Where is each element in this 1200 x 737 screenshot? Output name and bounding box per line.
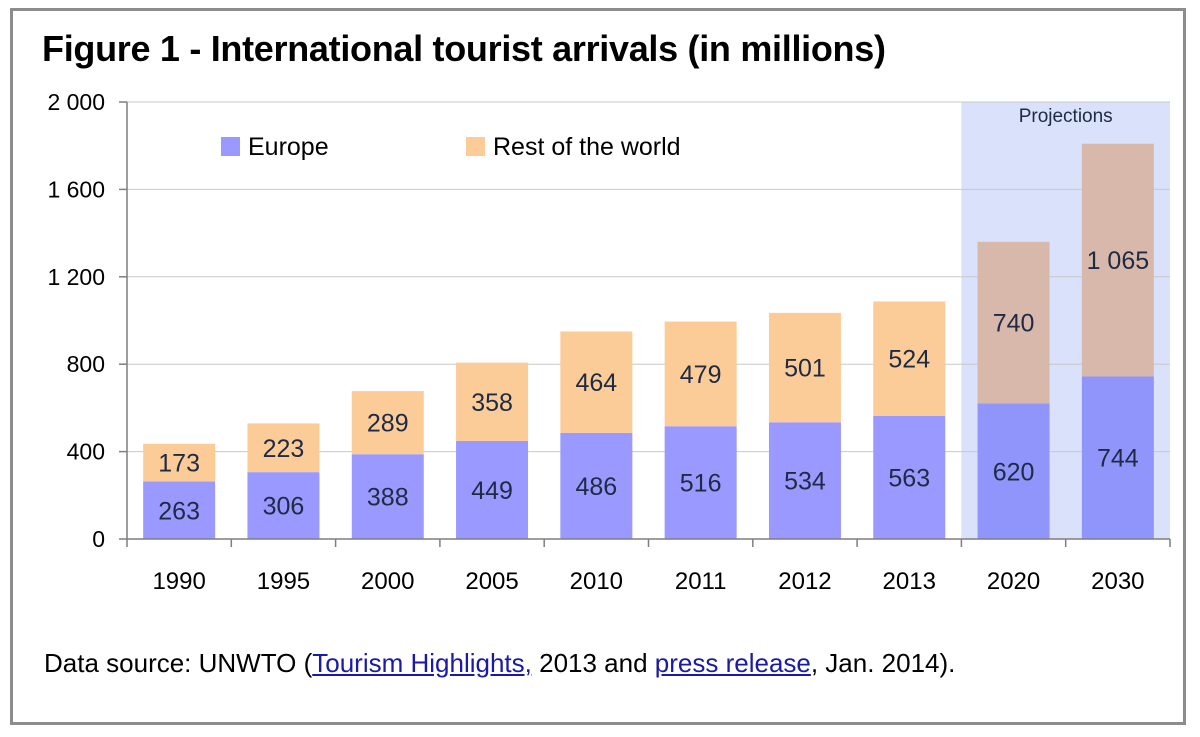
value-label-europe-2012: 534: [784, 468, 826, 496]
legend-swatch-rest: [466, 137, 485, 156]
value-label-rest-2000: 289: [367, 410, 409, 438]
y-tick-label: 0: [92, 526, 105, 552]
value-label-europe-2013: 563: [888, 464, 930, 492]
y-tick-label: 400: [67, 439, 105, 465]
legend-label-rest: Rest of the world: [493, 133, 681, 161]
bar-europe-2012: [768, 422, 841, 539]
value-label-rest-2011: 479: [680, 361, 722, 389]
y-tick-label: 2 000: [47, 89, 105, 115]
bar-rest-1990: [143, 443, 216, 482]
value-label-europe-2000: 388: [367, 484, 409, 512]
x-tick-label-2030: 2030: [1091, 568, 1144, 595]
bar-europe-2030: [1081, 376, 1154, 539]
value-label-europe-2020: 620: [993, 458, 1035, 486]
value-label-rest-2005: 358: [471, 389, 513, 417]
bar-rest-2010: [560, 331, 633, 433]
value-label-europe-2030: 744: [1097, 445, 1139, 473]
x-tick-label-2000: 2000: [361, 568, 414, 595]
y-tick-label: 1 600: [47, 176, 105, 202]
data-source-note: Data source: UNWTO (Tourism Highlights, …: [44, 648, 955, 679]
value-label-rest-2012: 501: [784, 355, 826, 383]
value-label-europe-2010: 486: [575, 473, 617, 501]
y-tick-label: 1 200: [47, 264, 105, 290]
value-label-europe-2005: 449: [471, 477, 513, 505]
bar-rest-2013: [873, 301, 946, 416]
x-tick-label-2010: 2010: [570, 568, 623, 595]
x-tick-label-1990: 1990: [152, 568, 205, 595]
chart-title: Figure 1 - International tourist arrival…: [42, 28, 886, 69]
tourism-highlights-link[interactable]: Tourism Highlights,: [312, 648, 532, 678]
source-prefix: Data source: UNWTO (: [44, 648, 313, 678]
x-tick-label-2005: 2005: [465, 568, 518, 595]
bar-rest-2020: [977, 241, 1050, 404]
bar-rest-2030: [1081, 143, 1154, 377]
value-label-europe-2011: 516: [680, 470, 722, 498]
bar-europe-2011: [664, 426, 737, 539]
value-label-rest-2030: 1 065: [1087, 247, 1150, 275]
x-tick-label-2011: 2011: [675, 568, 727, 595]
x-tick-label-2012: 2012: [778, 568, 831, 595]
projection-label: Projections: [1019, 106, 1113, 127]
bar-rest-1995: [247, 423, 320, 473]
legend-label-europe: Europe: [248, 133, 329, 161]
value-label-rest-1990: 173: [158, 450, 200, 478]
bar-europe-2020: [977, 403, 1050, 539]
bar-europe-2013: [873, 415, 946, 539]
bar-rest-2011: [664, 321, 737, 427]
x-tick-label-2013: 2013: [883, 568, 936, 595]
value-label-rest-1995: 223: [263, 435, 305, 463]
y-tick-label: 800: [67, 351, 105, 377]
value-label-rest-2010: 464: [575, 369, 617, 397]
value-label-rest-2013: 524: [888, 346, 930, 374]
value-label-europe-1990: 263: [158, 497, 200, 525]
x-tick-label-2020: 2020: [987, 568, 1040, 595]
bar-rest-2000: [351, 391, 424, 455]
source-suffix: , Jan. 2014).: [810, 648, 956, 678]
bar-rest-2005: [456, 362, 529, 441]
legend-swatch-europe: [221, 137, 240, 156]
bar-europe-2005: [456, 440, 529, 539]
value-label-rest-2020: 740: [993, 310, 1035, 338]
source-middle: 2013 and: [531, 648, 655, 678]
bar-europe-2000: [351, 454, 424, 539]
press-release-link[interactable]: press release: [654, 648, 811, 678]
x-tick-label-1995: 1995: [257, 568, 310, 595]
bar-rest-2012: [768, 312, 841, 423]
value-label-europe-1995: 306: [263, 493, 305, 521]
bar-europe-1995: [247, 472, 320, 539]
bar-europe-2010: [560, 432, 633, 539]
bar-europe-1990: [143, 481, 216, 539]
